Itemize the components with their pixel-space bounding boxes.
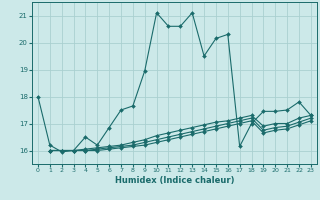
X-axis label: Humidex (Indice chaleur): Humidex (Indice chaleur): [115, 176, 234, 185]
